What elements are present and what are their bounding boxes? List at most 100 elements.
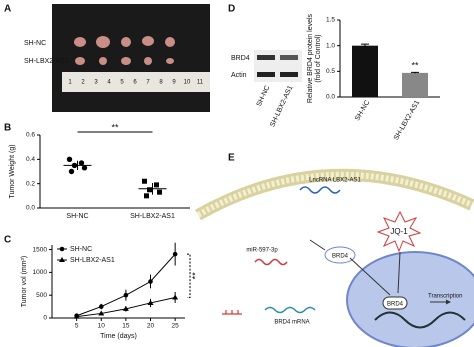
point: [122, 305, 129, 311]
diagram-text: BRD4: [387, 302, 404, 308]
x-tick-label: SH-NC: [66, 213, 88, 220]
panel-label: E: [228, 153, 235, 164]
point: [142, 178, 147, 184]
mirna-strand: [254, 258, 288, 266]
blot-membrane: [254, 50, 302, 82]
y-tick-label: 1.5: [326, 17, 335, 24]
ruler-number: 7: [146, 80, 150, 86]
ruler: [62, 72, 210, 92]
point: [172, 251, 178, 257]
point: [157, 189, 162, 195]
significance: **: [411, 61, 419, 71]
x-tick-label: 5: [75, 323, 79, 330]
ruler-number: 9: [172, 80, 176, 86]
photo-background: [52, 4, 210, 112]
tumors: [74, 36, 175, 65]
nucleus: [346, 251, 474, 347]
point: [172, 294, 179, 300]
y-tick-label: 0.4: [26, 156, 35, 163]
diagram-text: JQ-1: [390, 227, 408, 236]
bar: [352, 45, 378, 97]
point: [147, 299, 154, 305]
significance-bracket: [187, 253, 191, 298]
degraded-rna: [222, 310, 242, 315]
ruler-number: 1: [68, 80, 72, 86]
ruler-number: 8: [159, 80, 163, 86]
point: [81, 165, 88, 171]
significance: **: [190, 272, 200, 280]
point: [73, 313, 80, 319]
protein-bubble: [324, 246, 356, 264]
x-tick-label: SH-LBX2-AS1: [130, 213, 175, 220]
y-axis-label: Tumor Weight (g): [9, 144, 16, 198]
y-tick-label: 0.2: [26, 180, 35, 187]
row-label: SH-LBX2-AS1: [24, 58, 69, 65]
diagram-text: miR-597-3p: [246, 248, 278, 254]
x-tick-label: 25: [172, 323, 180, 330]
x-axis-label: Time (days): [100, 333, 137, 340]
significance: **: [111, 122, 119, 132]
point: [144, 193, 149, 199]
y-axis-label: Tumor vol (mm³): [21, 256, 28, 307]
point: [66, 156, 73, 163]
y-tick-label: 0.0: [26, 205, 35, 212]
panel-label: D: [228, 4, 235, 15]
y-axis-label: Relative BRD4 protein levels: [307, 13, 314, 103]
diagram-text: LncRNA LBX2-AS1: [309, 178, 361, 184]
legend-label: SH-NC: [70, 246, 92, 253]
point: [68, 168, 75, 175]
nuclear-protein-bubble: [382, 296, 408, 310]
y-tick-label: 0: [43, 315, 47, 322]
ruler-number: 5: [120, 80, 124, 86]
point: [78, 160, 85, 166]
blot-band: [280, 55, 298, 60]
blot-band: [257, 55, 275, 60]
y-tick-label: 1500: [33, 246, 48, 253]
point: [98, 310, 105, 316]
row-label: SH-NC: [24, 40, 46, 47]
panel-label: A: [4, 4, 11, 15]
blot-protein: Actin: [231, 72, 247, 79]
x-tick-label: 15: [122, 323, 130, 330]
y-tick-label: 1.0: [326, 42, 335, 49]
point: [98, 304, 104, 309]
y-tick-label: 500: [36, 292, 47, 299]
legend-label: SH-LBX2-AS1: [70, 257, 115, 264]
ruler-number: 4: [107, 80, 111, 86]
point: [148, 279, 153, 284]
y-tick-label: 1000: [33, 269, 48, 276]
panel-label: B: [4, 123, 11, 134]
y-axis-label: (fold of Control): [315, 34, 322, 82]
panel-label: C: [4, 235, 11, 246]
y-tick-label: 0.5: [326, 68, 335, 75]
mrna-strand: [264, 306, 316, 314]
diagram-text: BRD4: [332, 254, 349, 260]
pathway-arrow: [309, 239, 450, 302]
ruler-number: 3: [94, 80, 98, 86]
x-tick-label: 10: [98, 323, 106, 330]
x-tick-label: SH-LBX2-AS1: [393, 99, 421, 141]
membrane-inner: [196, 171, 474, 218]
y-tick-label: 0.6: [26, 132, 35, 139]
lncrna-strand: [299, 186, 341, 194]
blot-protein: BRD4: [231, 55, 250, 62]
point: [154, 182, 159, 188]
diagram-text: Transcription: [428, 294, 462, 300]
y-tick-label: 0.0: [326, 94, 335, 101]
blot-band: [280, 72, 298, 77]
point: [71, 162, 78, 169]
blot-lane: SH-LBX2-AS1: [269, 85, 294, 129]
ruler-number: 11: [197, 80, 204, 86]
blot-band: [257, 72, 275, 77]
x-tick-label: SH-NC: [354, 99, 371, 122]
ruler-number: 6: [133, 80, 137, 86]
diagram-text: BRD4 mRNA: [274, 320, 309, 326]
bar: [402, 72, 428, 97]
dna: [374, 311, 466, 329]
drug-burst: [376, 210, 422, 253]
point: [147, 187, 152, 193]
ruler-number: 2: [81, 80, 85, 86]
point: [123, 292, 129, 298]
blot-lane: SH-NC: [256, 85, 272, 108]
